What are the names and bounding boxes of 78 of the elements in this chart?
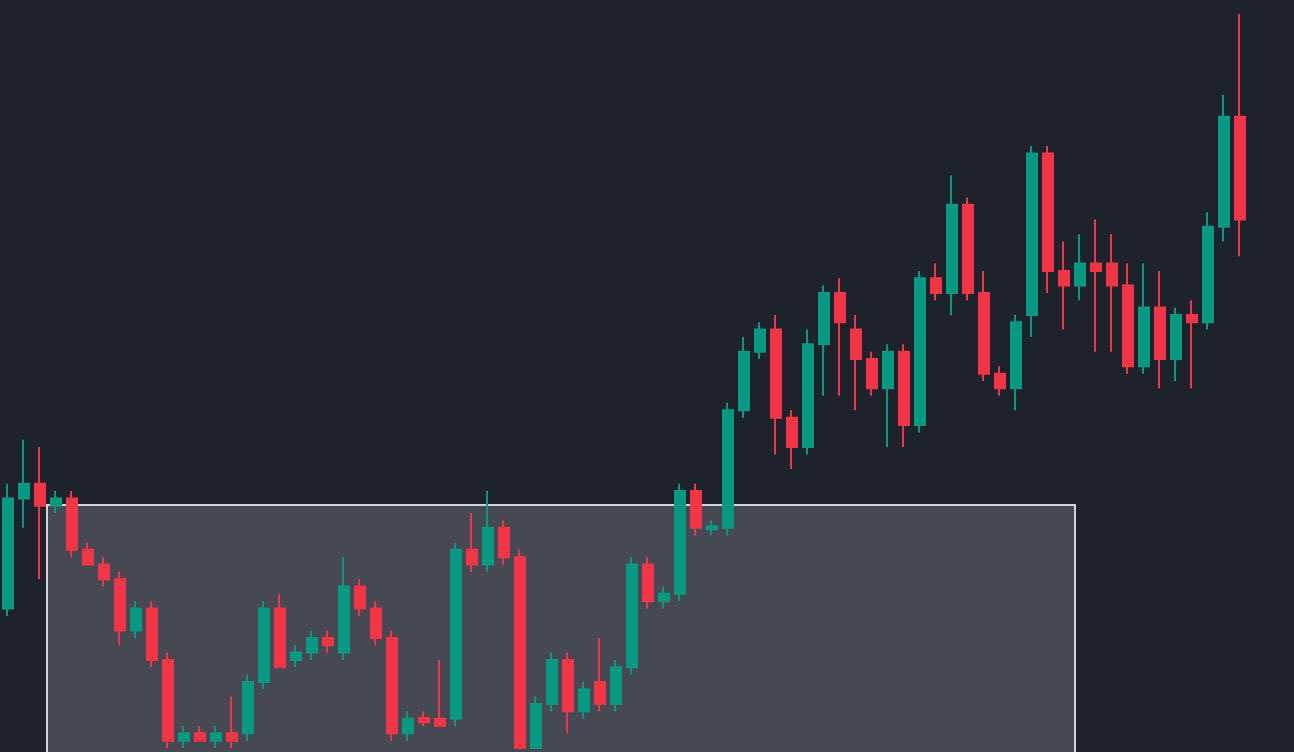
candlestick <box>946 174 958 316</box>
candlestick <box>258 600 270 691</box>
candlestick <box>1074 233 1086 302</box>
candlestick <box>770 313 782 456</box>
candlestick <box>834 277 846 397</box>
candlestick <box>978 269 990 382</box>
candlestick <box>1106 233 1118 353</box>
candlestick <box>306 629 318 661</box>
candlestick <box>66 490 78 559</box>
candlestick <box>546 651 558 713</box>
candlestick <box>530 695 542 749</box>
candlestick <box>866 350 878 397</box>
candlestick <box>146 600 158 669</box>
candlestick <box>1138 262 1150 375</box>
candlestick <box>434 658 446 727</box>
candlestick <box>754 321 766 360</box>
candlestick <box>498 519 510 566</box>
candlestick <box>738 335 750 419</box>
candlestick <box>130 600 142 639</box>
candlestick <box>1010 313 1022 412</box>
candlestick <box>1042 145 1054 294</box>
candlestick <box>162 651 174 749</box>
candlestick <box>690 482 702 537</box>
candlestick <box>962 196 974 302</box>
candlestick <box>1122 262 1134 375</box>
candlestick <box>642 556 654 610</box>
candlestick <box>450 541 462 727</box>
candlestick <box>1234 13 1246 258</box>
candlestick <box>354 578 366 617</box>
candlestick <box>290 644 302 669</box>
candlestick <box>82 541 94 566</box>
candlestick <box>562 651 574 735</box>
candlestick <box>2 482 14 617</box>
candlestick <box>1186 299 1198 390</box>
candlestick <box>658 585 670 610</box>
candlestick <box>994 365 1006 397</box>
candlestick <box>114 570 126 647</box>
candlestick <box>274 592 286 669</box>
candlestick <box>194 724 206 742</box>
candlestick <box>1154 269 1166 390</box>
candlestick <box>18 438 30 529</box>
candlestick <box>802 328 814 456</box>
candlestick <box>818 284 830 397</box>
candlestick <box>1026 145 1038 338</box>
candlestick <box>930 262 942 302</box>
candlestick <box>1202 211 1214 331</box>
candlestick <box>402 710 414 742</box>
candlestick <box>706 519 718 537</box>
candlestick <box>626 556 638 676</box>
candlestick <box>594 636 606 713</box>
candlestick <box>850 313 862 412</box>
candlestick <box>386 629 398 742</box>
candlestick <box>722 402 734 537</box>
candlestick <box>898 343 910 449</box>
candlestick <box>418 710 430 727</box>
candlestick <box>1058 240 1070 331</box>
candlestick <box>34 446 46 581</box>
candlestick <box>882 343 894 449</box>
candlestick <box>578 680 590 720</box>
candlestick <box>514 548 526 749</box>
candlestick <box>466 512 478 573</box>
candlestick <box>674 482 686 603</box>
candlestick <box>242 673 254 742</box>
candlestick <box>610 658 622 713</box>
candlestick <box>210 724 222 749</box>
candlestick <box>370 600 382 647</box>
candlestick <box>1218 93 1230 243</box>
candlestick <box>482 490 494 573</box>
candlestick <box>50 490 62 515</box>
candlestick <box>1170 306 1182 382</box>
candlestick <box>786 409 798 471</box>
candlestick <box>1090 218 1102 353</box>
candlestick <box>226 695 238 749</box>
candlestick <box>338 556 350 661</box>
candlestick <box>322 629 334 654</box>
candlestick <box>914 269 926 434</box>
candlestick <box>98 556 110 588</box>
candlestick <box>178 724 190 749</box>
